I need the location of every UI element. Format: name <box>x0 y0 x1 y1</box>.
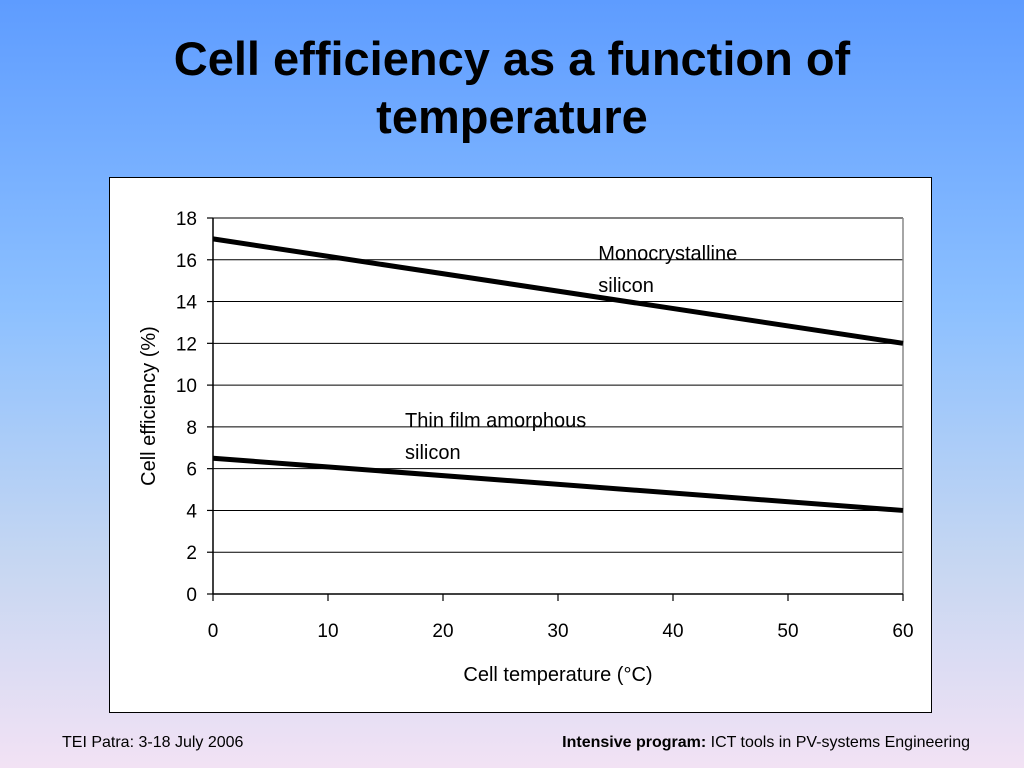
y-tick-label-10: 10 <box>176 376 197 397</box>
line-chart: 0 2 4 6 8 10 12 14 16 18 0 10 20 30 40 50 60 Cell tempera… <box>138 209 914 686</box>
x-tick-label-30: 30 <box>547 621 568 642</box>
y-tick-label-16: 16 <box>176 251 197 272</box>
y-tick-label-2: 2 <box>186 543 197 564</box>
y-tick-label-12: 12 <box>176 334 197 355</box>
series-label-thin-film-line1: Thin film amorphous <box>405 410 586 432</box>
y-tick-label-18: 18 <box>176 209 197 230</box>
slide-title-line1: Cell efficiency as a function of <box>173 32 851 85</box>
slide-title-line2: temperature <box>376 90 648 143</box>
x-tick-label-60: 60 <box>892 621 913 642</box>
x-tick-label-40: 40 <box>662 621 683 642</box>
series-line-monocrystalline <box>212 236 904 346</box>
y-tick-label-4: 4 <box>186 501 197 522</box>
footer-program-label: Intensive program: <box>562 734 707 751</box>
x-tick-label-50: 50 <box>777 621 798 642</box>
slide-title: Cell efficiency as a function of tempera… <box>0 30 1024 146</box>
footer-program-text: ICT tools in PV-systems Engineering <box>706 734 970 751</box>
chart-frame: 0 2 4 6 8 10 12 14 16 18 0 10 20 30 40 50 60 Cell tempera… <box>109 177 932 713</box>
series-label-thin-film-line2: silicon <box>405 442 461 464</box>
x-tick-label-20: 20 <box>432 621 453 642</box>
series-line-thin-film <box>212 455 904 513</box>
y-tick-label-8: 8 <box>186 418 197 439</box>
series-label-monocrystalline-line1: Monocrystalline <box>598 243 737 265</box>
y-axis-title: Cell efficiency (%) <box>138 326 160 486</box>
x-tick-label-10: 10 <box>317 621 338 642</box>
footer-program: Intensive program: ICT tools in PV-syste… <box>562 734 970 752</box>
y-tick-label-14: 14 <box>176 293 198 314</box>
series-label-monocrystalline-line2: silicon <box>598 275 654 297</box>
footer-event: TEI Patra: 3-18 July 2006 <box>62 734 244 751</box>
y-tick-label-6: 6 <box>186 460 197 481</box>
x-axis-title: Cell temperature (°C) <box>463 664 652 686</box>
x-tick-label-0: 0 <box>208 621 219 642</box>
y-tick-label-0: 0 <box>186 585 197 606</box>
